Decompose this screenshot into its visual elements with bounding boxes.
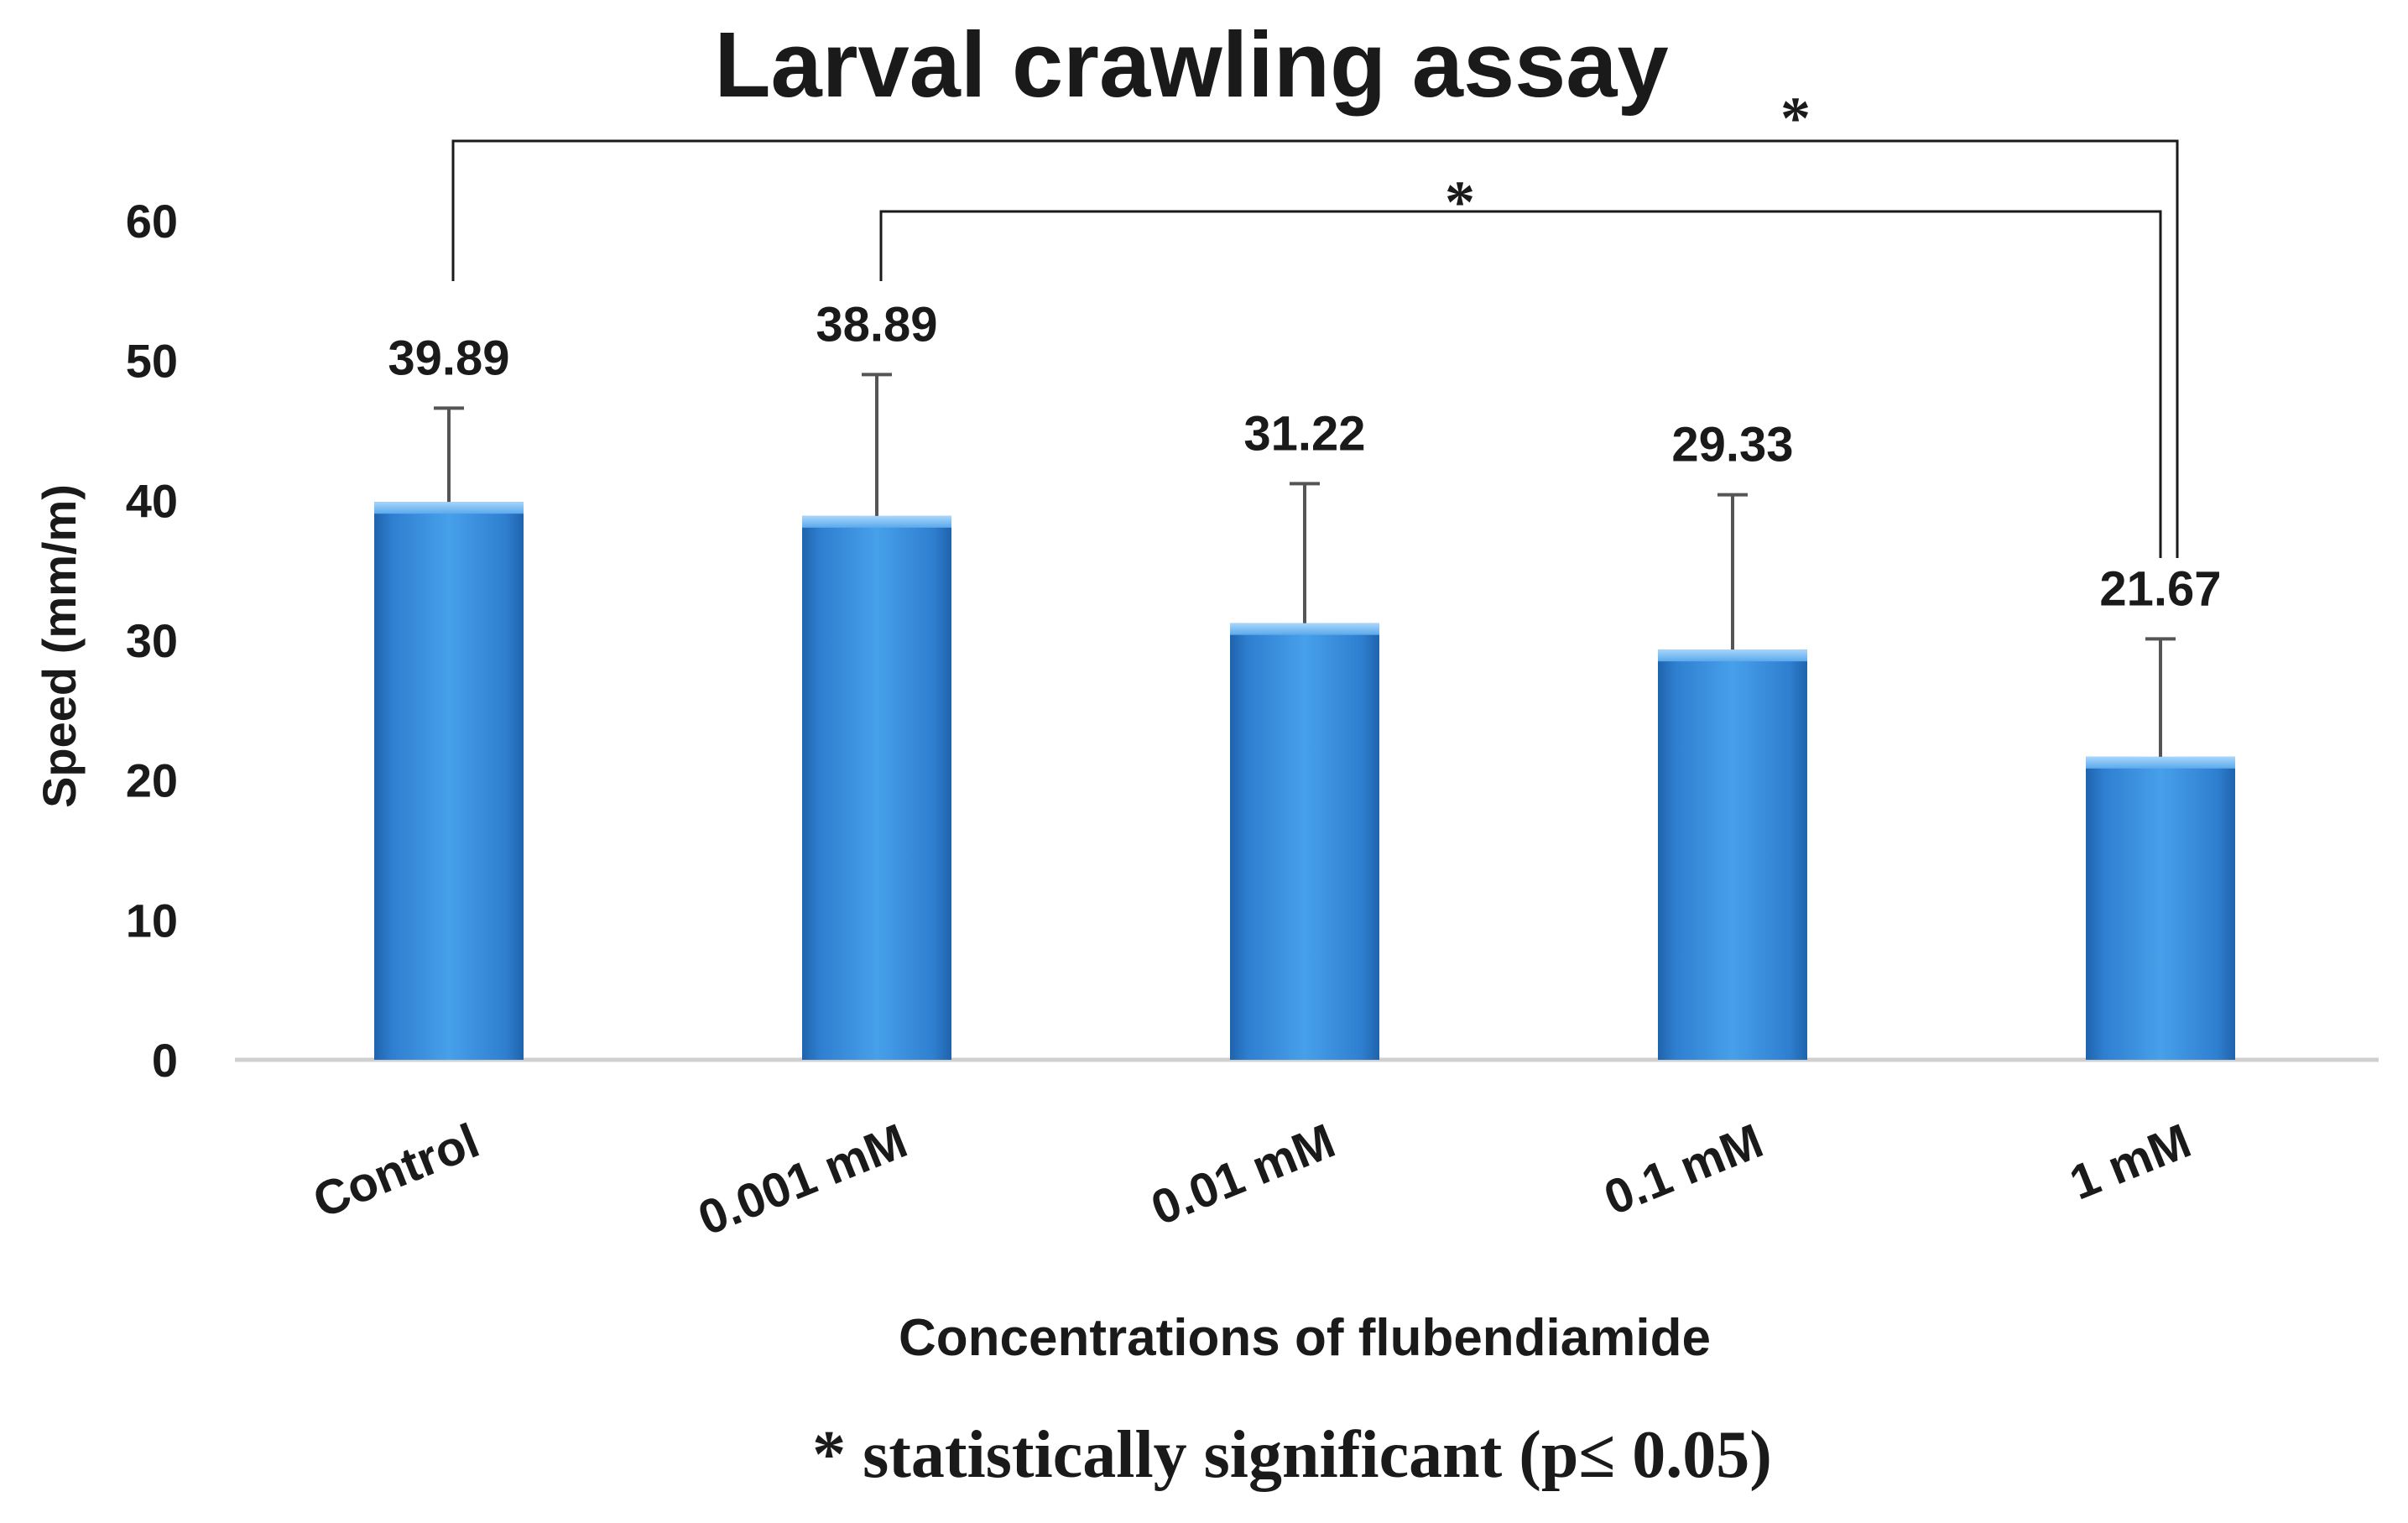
x-axis-ticks: Control 0.001 mM 0.01 mM 0.1 mM 1 mM <box>305 1114 2198 1246</box>
bar <box>1230 623 1379 1060</box>
data-label: 29.33 <box>1671 418 1793 472</box>
y-axis-ticks: 0 10 20 30 40 50 60 <box>126 195 178 1087</box>
bar <box>1658 649 1807 1060</box>
x-tick-label: 1 mM <box>2062 1114 2198 1211</box>
data-label: 38.89 <box>816 297 937 352</box>
y-tick-label: 40 <box>126 474 178 527</box>
data-label: 21.67 <box>2099 561 2221 616</box>
bars <box>374 502 2235 1060</box>
x-tick-label: 0.01 mM <box>1144 1114 1342 1236</box>
x-tick-label: Control <box>305 1114 487 1229</box>
y-tick-label: 10 <box>126 894 178 947</box>
x-tick-label: 0.001 mM <box>691 1114 914 1246</box>
significance-star: * <box>1780 85 1811 152</box>
footnote: * statistically significant (p≤ 0.05) <box>812 1418 1772 1492</box>
bar <box>802 515 951 1060</box>
x-tick-label: 0.1 mM <box>1597 1114 1770 1226</box>
bar-top-highlight <box>374 502 524 514</box>
significance-bracket <box>879 210 2162 558</box>
error-bars <box>434 373 2176 757</box>
y-tick-label: 50 <box>126 335 178 388</box>
y-tick-label: 20 <box>126 754 178 807</box>
bar-top-highlight <box>1658 649 1807 662</box>
significance-brackets: ** <box>451 85 2179 558</box>
x-axis-label: Concentrations of flubendiamide <box>899 1309 1711 1367</box>
y-tick-label: 0 <box>152 1034 178 1087</box>
significance-star: * <box>1445 169 1475 236</box>
data-label: 39.89 <box>388 331 509 385</box>
bar <box>374 502 524 1060</box>
y-tick-label: 60 <box>126 195 178 248</box>
bar-top-highlight <box>1230 623 1379 635</box>
chart-title: Larval crawling assay <box>714 13 1668 117</box>
bar <box>2086 756 2235 1060</box>
data-label: 31.22 <box>1243 406 1365 461</box>
bar-top-highlight <box>2086 756 2235 769</box>
y-tick-label: 30 <box>126 614 178 667</box>
bar-top-highlight <box>802 515 951 528</box>
value-labels: 39.89 38.89 31.22 29.33 21.67 <box>388 297 2221 616</box>
significance-bracket <box>451 139 2179 558</box>
y-axis-label: Speed (mm/m) <box>33 484 86 808</box>
